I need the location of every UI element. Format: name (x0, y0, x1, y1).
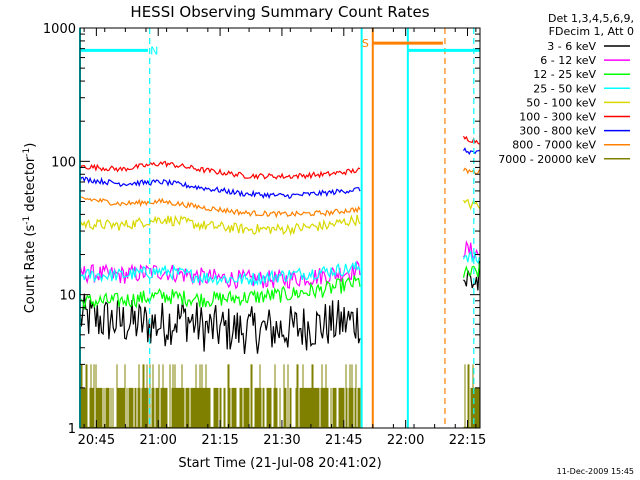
flag-label-1: S (362, 37, 369, 50)
data-layer (79, 135, 481, 428)
series-2-line (462, 263, 480, 278)
legend-label-8: 7000 - 20000 keV (498, 153, 596, 166)
y-label-sup2: -1 (22, 148, 32, 157)
series-0-line (463, 260, 480, 291)
y-label-sup1: -1 (22, 216, 32, 225)
series-6-line (462, 147, 480, 156)
y-tick-label-1: 10 (59, 289, 76, 304)
series-3-line (79, 261, 361, 287)
legend-title-1: Det 1,3,4,5,6,9, (548, 12, 634, 25)
footer-date: 11-Dec-2009 15:45 (557, 467, 634, 476)
x-tick-label-3: 21:30 (263, 433, 300, 448)
series-4-line (79, 214, 361, 237)
x-axis-label: Start Time (21-Jul-08 20:41:02) (178, 456, 381, 471)
series-1 (79, 239, 480, 290)
y-label-main: Count Rate (s (23, 225, 38, 314)
legend-label-4: 50 - 100 keV (526, 96, 596, 109)
series-0-line (79, 293, 361, 354)
y-tick-label-0: 1 (68, 422, 76, 437)
x-tick-label-6: 22:15 (449, 433, 486, 448)
plot-frame (79, 27, 481, 429)
y-label-end: ) (23, 143, 38, 148)
y-tick-label-2: 100 (51, 155, 76, 170)
series-3-line (462, 250, 480, 264)
series-4-line (462, 198, 480, 211)
x-tick-label-0: 20:45 (78, 433, 115, 448)
y-axis-label: Count Rate (s-1 detector-1) (22, 143, 38, 314)
legend-label-5: 100 - 300 keV (519, 111, 596, 124)
x-tick-label-5: 22:00 (387, 433, 424, 448)
x-tick-label-1: 21:00 (139, 433, 176, 448)
legend-label-3: 25 - 50 keV (533, 82, 596, 95)
series-1-line (462, 239, 480, 262)
series-7-line (462, 167, 480, 175)
y-tick-label-3: 1000 (43, 22, 76, 37)
series-2-line (79, 275, 361, 310)
series-2 (79, 263, 480, 310)
series-3 (79, 250, 480, 287)
flag-label-0: N (150, 44, 158, 57)
series-4 (79, 198, 480, 237)
legend-label-1: 6 - 12 keV (540, 54, 596, 67)
legend-title-2: FDecim 1, Att 0 (549, 25, 634, 38)
series-8 (79, 364, 481, 428)
y-label-mid: detector (23, 156, 38, 216)
x-tick-label-2: 21:15 (201, 433, 238, 448)
legend-label-2: 12 - 25 keV (533, 68, 596, 81)
chart-title: HESSI Observing Summary Count Rates (130, 3, 429, 21)
series-5 (79, 135, 480, 180)
series-5-line (462, 135, 480, 145)
legend-label-0: 3 - 6 keV (547, 40, 596, 53)
series-5-line (79, 160, 361, 180)
legend-label-6: 300 - 800 keV (519, 125, 596, 138)
legend-label-7: 800 - 7000 keV (512, 139, 596, 152)
series-7-line (79, 195, 361, 219)
y-axis: 1 10 100 1000 (43, 22, 480, 437)
x-tick-label-4: 21:45 (325, 433, 362, 448)
x-axis: 20:45 21:00 21:15 21:30 21:45 22:00 22:15 (78, 28, 486, 448)
series-0 (79, 260, 480, 354)
series-6 (79, 147, 480, 200)
series-6-line (79, 176, 361, 200)
